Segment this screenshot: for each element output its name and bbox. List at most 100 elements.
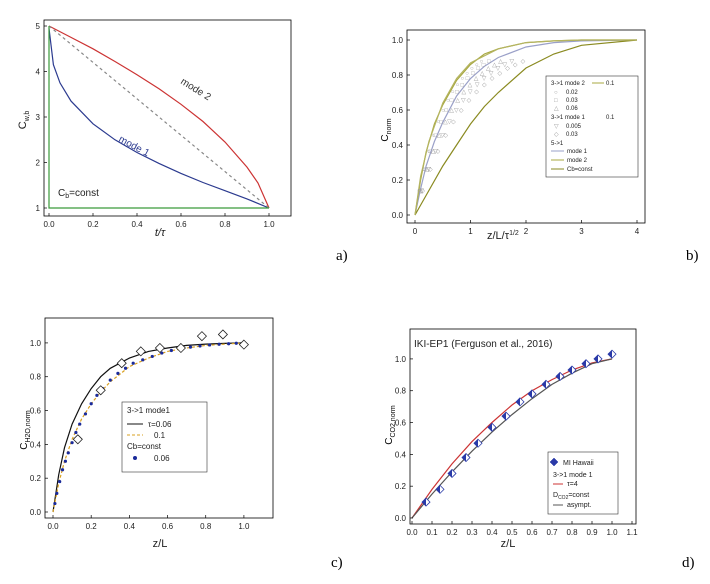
panel-c-diamond — [95, 385, 106, 396]
panel-a-cb-rest: =const — [69, 188, 99, 199]
panel-a-marks — [48, 25, 270, 209]
panel-d-ylabel-sub: CO2,norm — [390, 405, 397, 437]
panel-a-ytick-label: 3 — [36, 113, 41, 122]
panel-d-point-fill — [422, 498, 426, 507]
panel-d-xlabel: z/L — [501, 538, 516, 550]
panel-c-ylabel-main: C — [19, 443, 30, 450]
panel-c-dot — [66, 451, 70, 455]
panel-b-scatter-point: ▽ — [433, 149, 438, 155]
panel-c-legend-row3: Cb=const — [127, 442, 162, 451]
panel-b-scatter-point: ▽ — [461, 98, 466, 104]
panel-b-scatter-point: ▽ — [509, 59, 514, 65]
panel-d-point-fill — [528, 389, 532, 398]
panel-c-diamond — [135, 346, 146, 357]
panel-b-scatter-point: ◇ — [490, 76, 495, 82]
panel-c-ylabel: CH2O,norm — [19, 410, 32, 450]
panel-b-legend-row3b: mode 2 — [567, 158, 588, 164]
panel-c-legend-dot — [133, 456, 137, 460]
panel-b-legend-head1-val: 0.1 — [606, 81, 615, 87]
panel-a-series-2 — [48, 25, 270, 209]
panel-b-series-2 — [414, 39, 638, 216]
panel-b-scatter-point: □ — [487, 59, 491, 65]
panel-c-legend-head: 3->1 mode1 — [127, 406, 170, 415]
panel-a-cb-label: Cb=const — [58, 188, 99, 200]
panel-d-legend: MI Hawaii 3->1 mode 1 τ=4 DCO2=const asy… — [547, 451, 619, 515]
panel-b-legend-row1c: 0.06 — [566, 106, 578, 112]
panel-b-scatter-point: □ — [434, 133, 438, 139]
panel-c-diamond — [154, 342, 165, 354]
panel-b-scatter-point: ▽ — [489, 71, 494, 77]
panel-d-xtick-label: 1.1 — [626, 528, 638, 537]
panel-a-xtick-label: 0.8 — [219, 220, 231, 229]
panel-a-xtick-label: 0.0 — [43, 220, 55, 229]
panel-b-scatter-point: ▽ — [475, 82, 480, 88]
panel-b-scatter-point: ○ — [422, 167, 426, 173]
panel-b-legend: 3->1 mode 2 0.1 ○ 0.02 □ 0.03 △ 0.06 3->… — [545, 75, 639, 178]
panel-b-scatter-point: □ — [444, 108, 448, 114]
panel-c-dot — [150, 354, 154, 359]
panel-b-scatter-point: △ — [474, 76, 479, 82]
panel-b-legend-row3a: mode 1 — [567, 149, 588, 155]
panel-c-diamond — [175, 342, 186, 354]
panel-a-letter: a) — [336, 248, 348, 264]
panel-b-scatter-point: ○ — [456, 82, 460, 88]
panel-b-scatter-point: △ — [455, 98, 460, 104]
panel-b-scatter-point: ◇ — [505, 66, 510, 72]
panel-b-scatter-point: ◇ — [513, 62, 518, 68]
panel-c-ticks: 0.0 0.2 0.4 0.6 0.8 1.0 0.0 0.2 0.4 0.6 0.8 1.0 — [30, 339, 250, 531]
panel-d-letter: d) — [682, 555, 695, 571]
panel-d-frame — [409, 328, 637, 525]
panel-b-ytick-label: 0.8 — [392, 71, 404, 80]
panel-c-xtick-label: 0.8 — [200, 522, 212, 531]
panel-b-scatter-point: ○ — [465, 71, 469, 77]
panel-b-scatter-point: □ — [455, 90, 459, 96]
panel-b-scatter-point: ○ — [460, 76, 464, 82]
panel-a-xtick-label: 0.2 — [87, 220, 99, 229]
panel-d-xtick-label: 0.1 — [426, 528, 438, 537]
panel-d-xtick-label: 0.4 — [486, 528, 498, 537]
panel-a-xtick-label: 1.0 — [263, 220, 275, 229]
panel-a-ticks: 0.0 0.2 0.4 0.6 0.8 1.0 1 2 3 4 5 — [36, 22, 276, 229]
panel-d-legend-row4-sub: CO2 — [558, 495, 569, 501]
panel-b-xtick-label: 4 — [635, 227, 640, 236]
panel-b-legend-row1b: 0.03 — [566, 98, 578, 104]
panel-c: 0.0 0.2 0.4 0.6 0.8 1.0 0.0 0.2 0.4 0.6 0.8 1.0 z/L… — [19, 317, 343, 571]
panel-d-series-0 — [411, 358, 613, 519]
panel-b-scatter-point: △ — [468, 82, 473, 88]
panel-c-diamond — [217, 329, 228, 340]
panel-a-cb-sub: b — [65, 193, 69, 200]
panel-b-legend-sym-a: ○ — [554, 90, 558, 96]
panel-b-legend-row3c: Cb=const — [567, 167, 593, 173]
panel-b-scatter-point: ◇ — [443, 133, 448, 139]
panel-b-legend-head3: 5->1 — [551, 141, 564, 147]
panel-b-xlabel: z/L/τ1/2 — [487, 230, 519, 242]
panel-b-scatter-point: △ — [437, 133, 442, 139]
panel-d-point-fill — [608, 350, 612, 359]
panel-c-legend-row2: 0.1 — [154, 431, 166, 440]
panel-c-xtick-label: 0.0 — [47, 522, 59, 531]
panel-c-dot — [60, 468, 65, 472]
panel-a-series-1 — [48, 28, 270, 209]
panel-d: 0.0 0.1 0.2 0.3 0.4 0.5 0.6 0.7 0.8 0.9 1.0 1.1 0.0 0… — [384, 328, 695, 571]
panel-b-scatter-point: ○ — [451, 90, 455, 96]
panel-d-xtick-label: 0.6 — [526, 528, 538, 537]
panel-b-legend-row1a: 0.02 — [566, 90, 578, 96]
panel-a-series-0 — [48, 25, 270, 209]
panel-b-legend-row2a: 0.005 — [566, 124, 582, 130]
panel-d-legend-marker — [549, 457, 559, 467]
panel-d-legend-row4-rest: =const — [568, 492, 589, 499]
panel-b-letter: b) — [686, 248, 699, 264]
svg-text:Cw,b: Cw,b — [17, 111, 31, 130]
panel-c-dot — [160, 351, 164, 355]
panel-b-scatter-point: ○ — [432, 133, 436, 139]
panel-d-xtick-label: 0.2 — [446, 528, 458, 537]
panel-c-dot — [55, 491, 59, 495]
panel-b-legend-head1: 3->1 mode 2 — [551, 81, 586, 87]
panel-b-scatter-point: ▽ — [426, 167, 431, 173]
panel-b-scatter-point: △ — [449, 108, 454, 114]
panel-b-ylabel-sub: norm — [386, 118, 393, 134]
panel-d-series-1 — [411, 358, 613, 519]
panel-b-scatter-point: ◇ — [436, 149, 441, 155]
panel-d-point-fill — [502, 412, 506, 421]
